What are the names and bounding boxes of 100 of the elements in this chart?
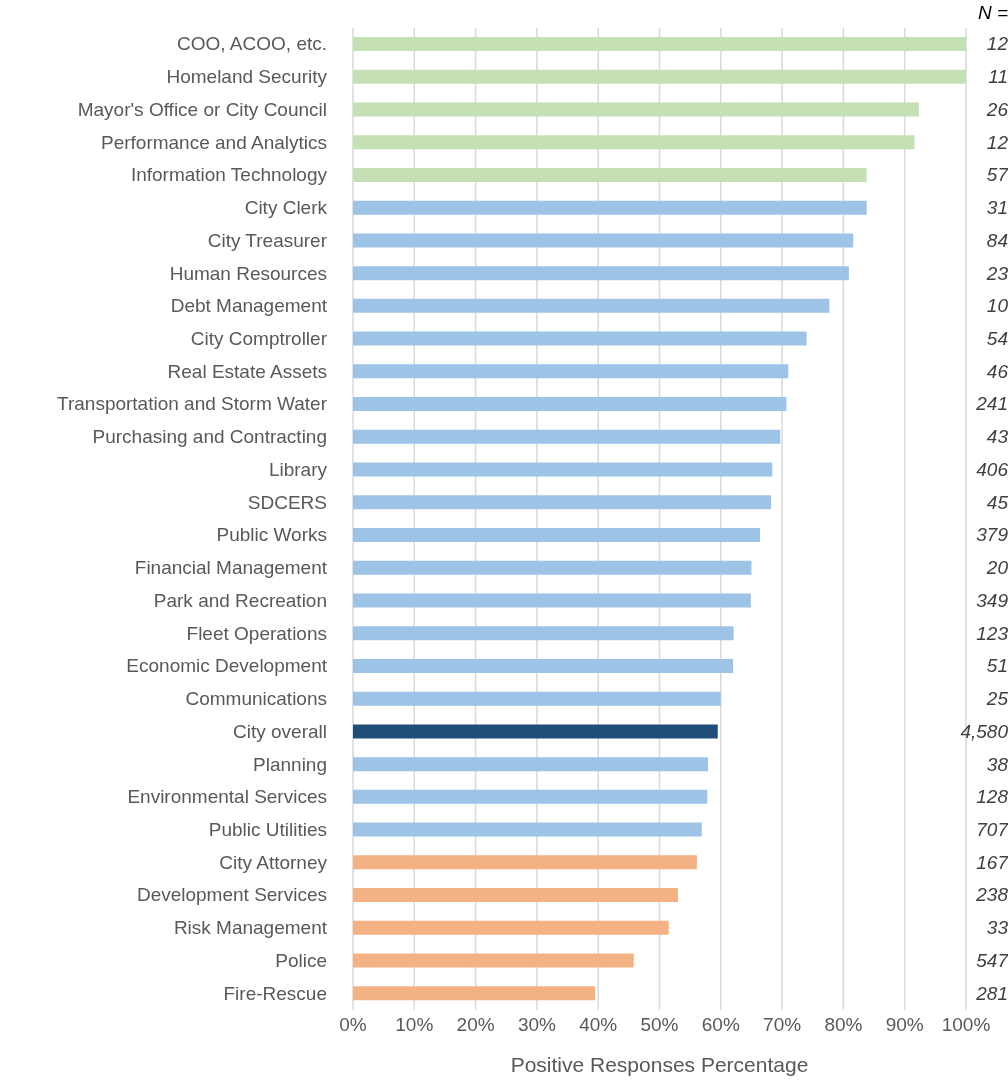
text: 54 <box>986 326 1008 351</box>
x-tick-label: 80% <box>824 1014 863 1036</box>
y-tick-label: Human Resources <box>169 262 327 284</box>
text: 128 <box>976 785 1008 810</box>
text: 23 <box>986 261 1008 286</box>
bar <box>353 560 752 575</box>
text: 26 <box>986 97 1008 122</box>
bar <box>353 789 708 804</box>
y-tick-label: Public Utilities <box>208 818 327 840</box>
x-tick-label: 0% <box>339 1014 367 1036</box>
y-tick-label: City Clerk <box>244 197 328 219</box>
bar <box>353 822 702 837</box>
y-tick-label: Mayor's Office or City Council <box>77 98 327 120</box>
text: 51 <box>986 654 1008 679</box>
text: 12 <box>986 32 1008 57</box>
text: 281 <box>976 981 1008 1006</box>
x-tick-label: 30% <box>517 1014 557 1036</box>
bar <box>353 397 787 412</box>
bar <box>353 102 919 117</box>
text: 10 <box>986 294 1008 319</box>
bar <box>353 429 781 444</box>
bar <box>353 167 867 182</box>
bar <box>353 986 596 1001</box>
text: 38 <box>986 752 1008 777</box>
text: 547 <box>976 948 1008 973</box>
y-tick-label: Transportation and Storm Water <box>57 393 328 415</box>
text: 33 <box>986 916 1008 941</box>
text: 167 <box>976 850 1008 875</box>
annotation: 4,580 <box>960 719 1008 744</box>
x-tick-label: 20% <box>456 1014 495 1036</box>
bar <box>353 233 854 248</box>
bar <box>353 364 789 379</box>
y-tick-label: City Comptroller <box>190 327 328 349</box>
y-tick-label: Development Services <box>136 884 327 906</box>
y-tick-label: City overall <box>233 720 327 742</box>
bar <box>353 69 966 84</box>
bar <box>353 691 721 706</box>
text: 349 <box>976 588 1008 613</box>
y-tick-label: Public Works <box>216 524 327 546</box>
y-tick-label: Environmental Services <box>127 786 327 808</box>
y-tick-label: Real Estate Assets <box>167 360 327 382</box>
y-tick-label: Performance and Analytics <box>100 131 327 153</box>
text: 43 <box>986 425 1008 450</box>
x-tick-label: 100% <box>941 1014 991 1036</box>
bar <box>353 528 761 542</box>
bar <box>353 757 708 772</box>
bar <box>353 724 718 739</box>
bar <box>353 37 966 51</box>
text: 406 <box>976 457 1008 482</box>
y-tick-label: Police <box>275 949 327 971</box>
bar <box>353 200 867 215</box>
y-tick-label: Planning <box>253 753 327 775</box>
text: 45 <box>986 490 1008 515</box>
y-tick-label: Purchasing and Contracting <box>92 426 327 448</box>
y-tick-label: Fire-Rescue <box>223 982 327 1004</box>
y-tick-label: SDCERS <box>247 491 327 513</box>
bar <box>353 266 849 281</box>
y-tick-label: Homeland Security <box>166 66 328 88</box>
text: 46 <box>986 359 1008 384</box>
x-tick-label: 10% <box>395 1014 434 1036</box>
x-tick-label: 70% <box>763 1014 802 1036</box>
bar <box>353 855 697 870</box>
text: 707 <box>976 817 1008 842</box>
text: 84 <box>986 228 1008 253</box>
x-axis-title: Positive Responses Percentage <box>510 1053 809 1076</box>
text: 123 <box>976 621 1008 646</box>
y-tick-label: Library <box>268 458 328 480</box>
y-tick-label: Communications <box>185 688 327 710</box>
y-tick-label: Fleet Operations <box>186 622 327 644</box>
text: N = <box>977 2 1008 24</box>
text: 31 <box>986 196 1008 221</box>
y-tick-label: COO, ACOO, etc. <box>177 33 327 55</box>
x-tick-label: 40% <box>579 1014 618 1036</box>
bar <box>353 953 634 968</box>
y-tick-label: Risk Management <box>173 917 328 939</box>
text: 379 <box>976 523 1008 548</box>
text: 12 <box>986 130 1008 155</box>
bar <box>353 593 751 608</box>
bar <box>353 298 830 313</box>
bar <box>353 495 772 510</box>
text: 241 <box>976 392 1008 417</box>
bar <box>353 888 678 903</box>
y-tick-label: Financial Management <box>134 557 328 579</box>
y-tick-label: City Attorney <box>219 851 328 873</box>
bar <box>353 135 915 150</box>
bar <box>353 626 734 641</box>
y-tick-label: Debt Management <box>170 295 328 317</box>
x-tick-label: 60% <box>701 1014 740 1036</box>
bar <box>353 658 734 673</box>
text: 11 <box>988 65 1008 90</box>
bar <box>353 462 773 477</box>
text: 57 <box>986 163 1008 188</box>
y-tick-label: Park and Recreation <box>153 589 327 611</box>
x-tick-label: 50% <box>640 1014 679 1036</box>
text: 238 <box>976 883 1008 908</box>
text: 25 <box>986 687 1008 712</box>
y-tick-label: City Treasurer <box>207 229 328 251</box>
bar <box>353 331 807 346</box>
bar <box>353 920 669 935</box>
y-tick-label: Economic Development <box>126 655 328 677</box>
